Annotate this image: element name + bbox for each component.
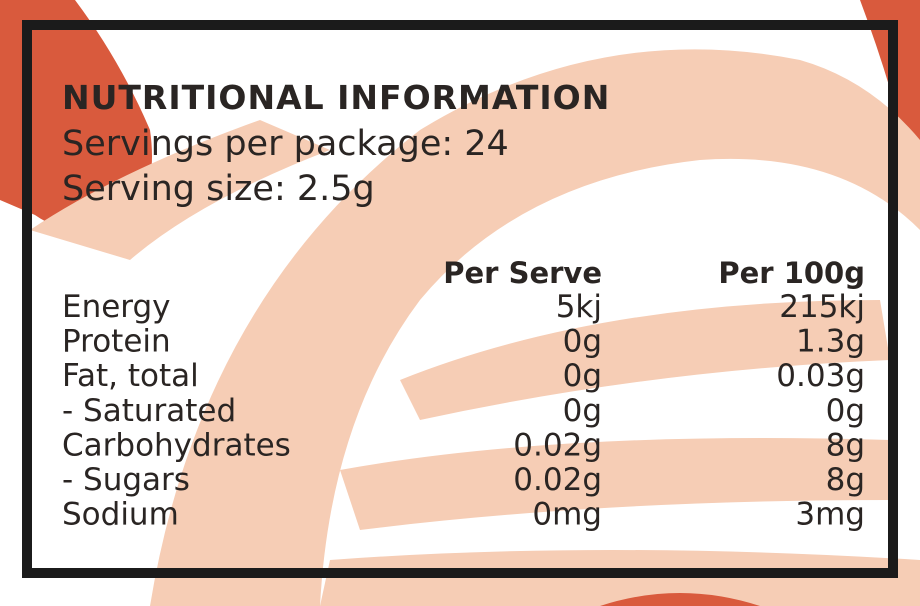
nutrient-value: 8g [826,427,865,463]
nutrient-value: 215kj [779,289,865,325]
nutrient-name: Fat, total [62,358,199,394]
nutrient-value: 8g [826,462,865,498]
nutrient-value: 0g [563,324,602,360]
nutrient-value: 0.02g [513,427,602,463]
nutrient-value: 0mg [532,497,602,533]
nutrient-name: Carbohydrates [62,427,291,463]
column-header: Per Serve [443,256,602,290]
nutrient-value: 3mg [795,497,865,533]
nutrient-value: 0g [563,393,602,429]
nutrient-value: 0.03g [776,358,865,394]
nutrient-name: - Sugars [62,462,190,498]
nutrient-value: 0g [563,358,602,394]
nutrient-name: Energy [62,289,171,325]
nutrient-name: - Saturated [62,393,236,429]
nutrient-value: 5kj [556,289,602,325]
column-header: Per 100g [718,256,865,290]
nutrient-value: 1.3g [796,324,865,360]
serving-size: Serving size: 2.5g [62,169,375,209]
servings: Servings per package: 24 [62,124,509,164]
label-border [22,20,898,578]
label-title: NUTRITIONAL INFORMATION [62,78,610,117]
nutrient-value: 0g [826,393,865,429]
nutrient-name: Sodium [62,497,179,533]
nutrition-table: Per Serve Per 100g Energy 5kj 215kj Protein 0g… [62,256,865,533]
nutrient-name: Protein [62,324,171,360]
nutrient-value: 0.02g [513,462,602,498]
